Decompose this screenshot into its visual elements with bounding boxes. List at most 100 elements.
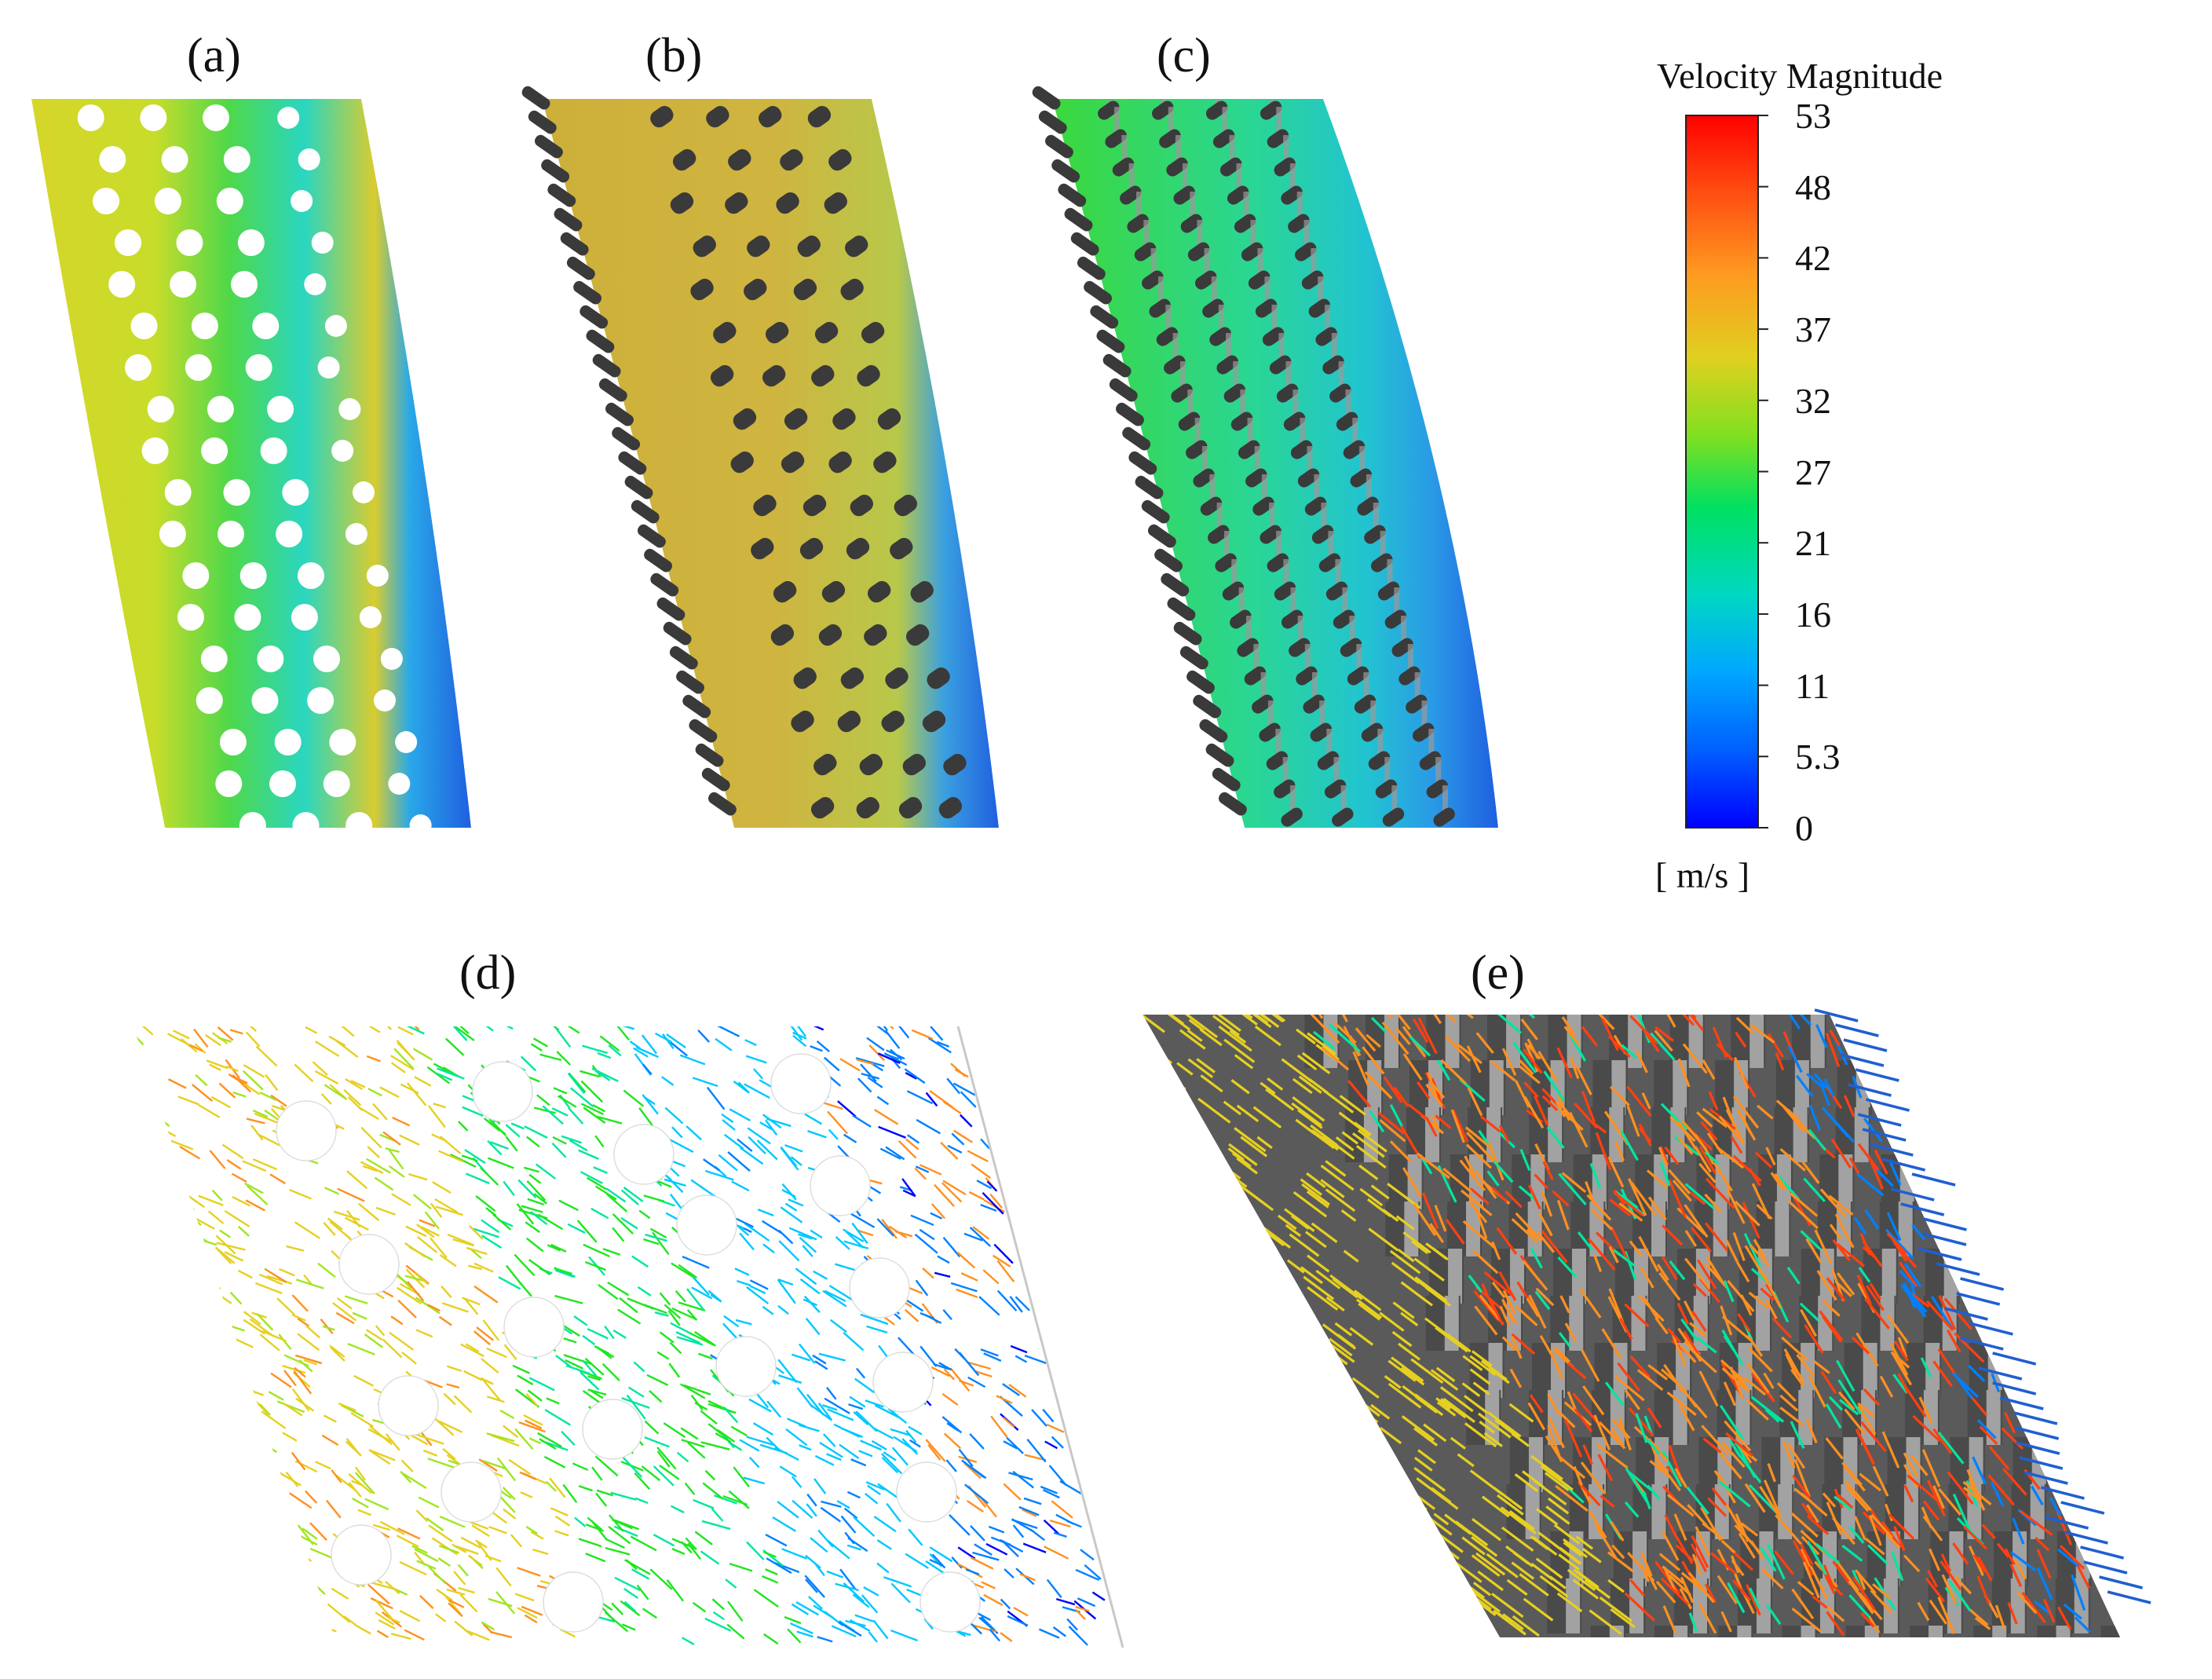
vector-arrow bbox=[1676, 1015, 1697, 1019]
vector-arrow bbox=[1581, 1349, 1600, 1382]
vector-arrow bbox=[505, 1124, 521, 1138]
vector-arrow bbox=[293, 1584, 321, 1597]
vector-arrow bbox=[1511, 1561, 1535, 1580]
vector-arrow bbox=[530, 1531, 544, 1540]
hole bbox=[99, 146, 126, 173]
pin bbox=[1194, 270, 1217, 290]
vector-arrow bbox=[426, 1304, 441, 1312]
hole bbox=[251, 687, 279, 714]
vector-arrow bbox=[1494, 1487, 1523, 1510]
hole bbox=[245, 354, 272, 381]
vector-arrow bbox=[582, 1390, 601, 1404]
vector-arrow bbox=[1320, 1164, 1355, 1191]
vector-arrow bbox=[237, 1269, 253, 1279]
pin-stem bbox=[1290, 587, 1296, 619]
vector-arrow bbox=[461, 1154, 478, 1162]
vector-arrow bbox=[667, 1310, 681, 1326]
vector-arrow bbox=[1925, 1300, 1954, 1332]
vector-arrow bbox=[949, 1367, 971, 1392]
vector-arrow bbox=[1393, 1086, 1409, 1107]
vector-arrow bbox=[1608, 1246, 1619, 1264]
vector-arrow bbox=[1497, 1494, 1524, 1516]
vector-arrow bbox=[1952, 1542, 1969, 1565]
vector-arrow bbox=[1197, 1097, 1231, 1124]
vector-arrow bbox=[1630, 1182, 1657, 1216]
inflow-arrow bbox=[1834, 1023, 1879, 1037]
vector-arrow bbox=[1837, 1494, 1854, 1509]
vector-arrow bbox=[1329, 1337, 1353, 1357]
vector-arrow bbox=[364, 1333, 383, 1348]
vector-arrow bbox=[1816, 1270, 1837, 1301]
vector-arrow bbox=[849, 1396, 866, 1408]
vector-arrow bbox=[965, 1568, 980, 1575]
cylinder-highlight bbox=[1756, 1578, 1771, 1633]
vector-arrow bbox=[846, 1544, 861, 1551]
vector-arrow bbox=[1514, 1516, 1537, 1535]
vector-arrow bbox=[1498, 1271, 1517, 1301]
vector-arrow bbox=[668, 1363, 681, 1378]
edge-pin bbox=[1205, 743, 1234, 767]
vector-arrow bbox=[676, 1336, 704, 1346]
vector-arrow bbox=[835, 1263, 855, 1271]
vector-arrow bbox=[623, 1600, 637, 1613]
vector-arrow bbox=[448, 1599, 465, 1608]
vector-arrow bbox=[1679, 1588, 1692, 1610]
edge-pin bbox=[676, 670, 704, 694]
vector-arrow bbox=[1435, 1397, 1452, 1410]
vector-arrow bbox=[974, 1543, 993, 1556]
vector-arrow bbox=[1468, 1275, 1483, 1293]
vector-arrow bbox=[860, 1439, 883, 1451]
vector-arrow bbox=[803, 1298, 817, 1307]
vector-arrow bbox=[942, 1100, 962, 1114]
vector-arrow bbox=[804, 1575, 825, 1598]
pin bbox=[1343, 440, 1366, 459]
vector-arrow bbox=[400, 1470, 412, 1483]
vector-arrow bbox=[526, 1136, 540, 1148]
vector-arrow bbox=[1641, 1092, 1651, 1110]
vector-arrow bbox=[1491, 1281, 1506, 1299]
vector-arrow bbox=[1412, 1018, 1429, 1044]
vector-arrow bbox=[554, 1294, 583, 1304]
vector-arrow bbox=[282, 1364, 306, 1374]
pin-stem bbox=[1179, 361, 1186, 393]
vector-arrow bbox=[1650, 1032, 1676, 1061]
vector-arrow bbox=[623, 1187, 644, 1202]
inflow-arrow bbox=[1992, 1381, 2037, 1396]
vector-arrow bbox=[1844, 1480, 1874, 1513]
vector-arrow bbox=[553, 1087, 568, 1095]
cylinder-highlight bbox=[1775, 1202, 1790, 1257]
vector-arrow bbox=[486, 1347, 507, 1359]
vector-arrow bbox=[1553, 1345, 1570, 1363]
vector-arrow bbox=[863, 1586, 879, 1597]
pin-stem bbox=[1289, 785, 1296, 817]
pin bbox=[1266, 751, 1289, 770]
vector-arrow bbox=[452, 1543, 467, 1553]
vector-arrow bbox=[990, 1415, 1008, 1438]
vector-arrow bbox=[722, 1495, 748, 1506]
vector-arrow bbox=[593, 1166, 608, 1174]
vector-arrow bbox=[1890, 1343, 1909, 1377]
pin bbox=[1267, 553, 1289, 572]
vector-arrow bbox=[656, 1447, 677, 1470]
vector-arrow bbox=[503, 1425, 519, 1439]
vector-arrow bbox=[854, 1377, 876, 1394]
vector-arrow bbox=[1231, 1152, 1252, 1168]
vector-arrow bbox=[636, 1584, 649, 1600]
cylinder-highlight bbox=[1881, 1249, 1896, 1304]
vector-arrow bbox=[704, 1469, 716, 1481]
vector-arrow bbox=[723, 1133, 744, 1150]
vector-arrow bbox=[905, 1071, 917, 1080]
vector-arrow bbox=[1091, 1591, 1106, 1601]
vector-arrow bbox=[1659, 1146, 1669, 1165]
cylinder-highlight bbox=[1609, 1626, 1624, 1637]
vector-arrow bbox=[1613, 1189, 1626, 1205]
vector-arrow bbox=[1931, 1295, 1954, 1330]
vector-arrow bbox=[574, 1516, 587, 1527]
vector-arrow bbox=[360, 1126, 382, 1149]
pin bbox=[1315, 327, 1337, 346]
vector-arrow bbox=[1320, 1179, 1345, 1198]
vector-arrow bbox=[283, 1370, 297, 1387]
vector-arrow bbox=[1836, 1560, 1859, 1593]
vector-arrow bbox=[1626, 1105, 1640, 1137]
inflow-arrow bbox=[2080, 1545, 2124, 1560]
